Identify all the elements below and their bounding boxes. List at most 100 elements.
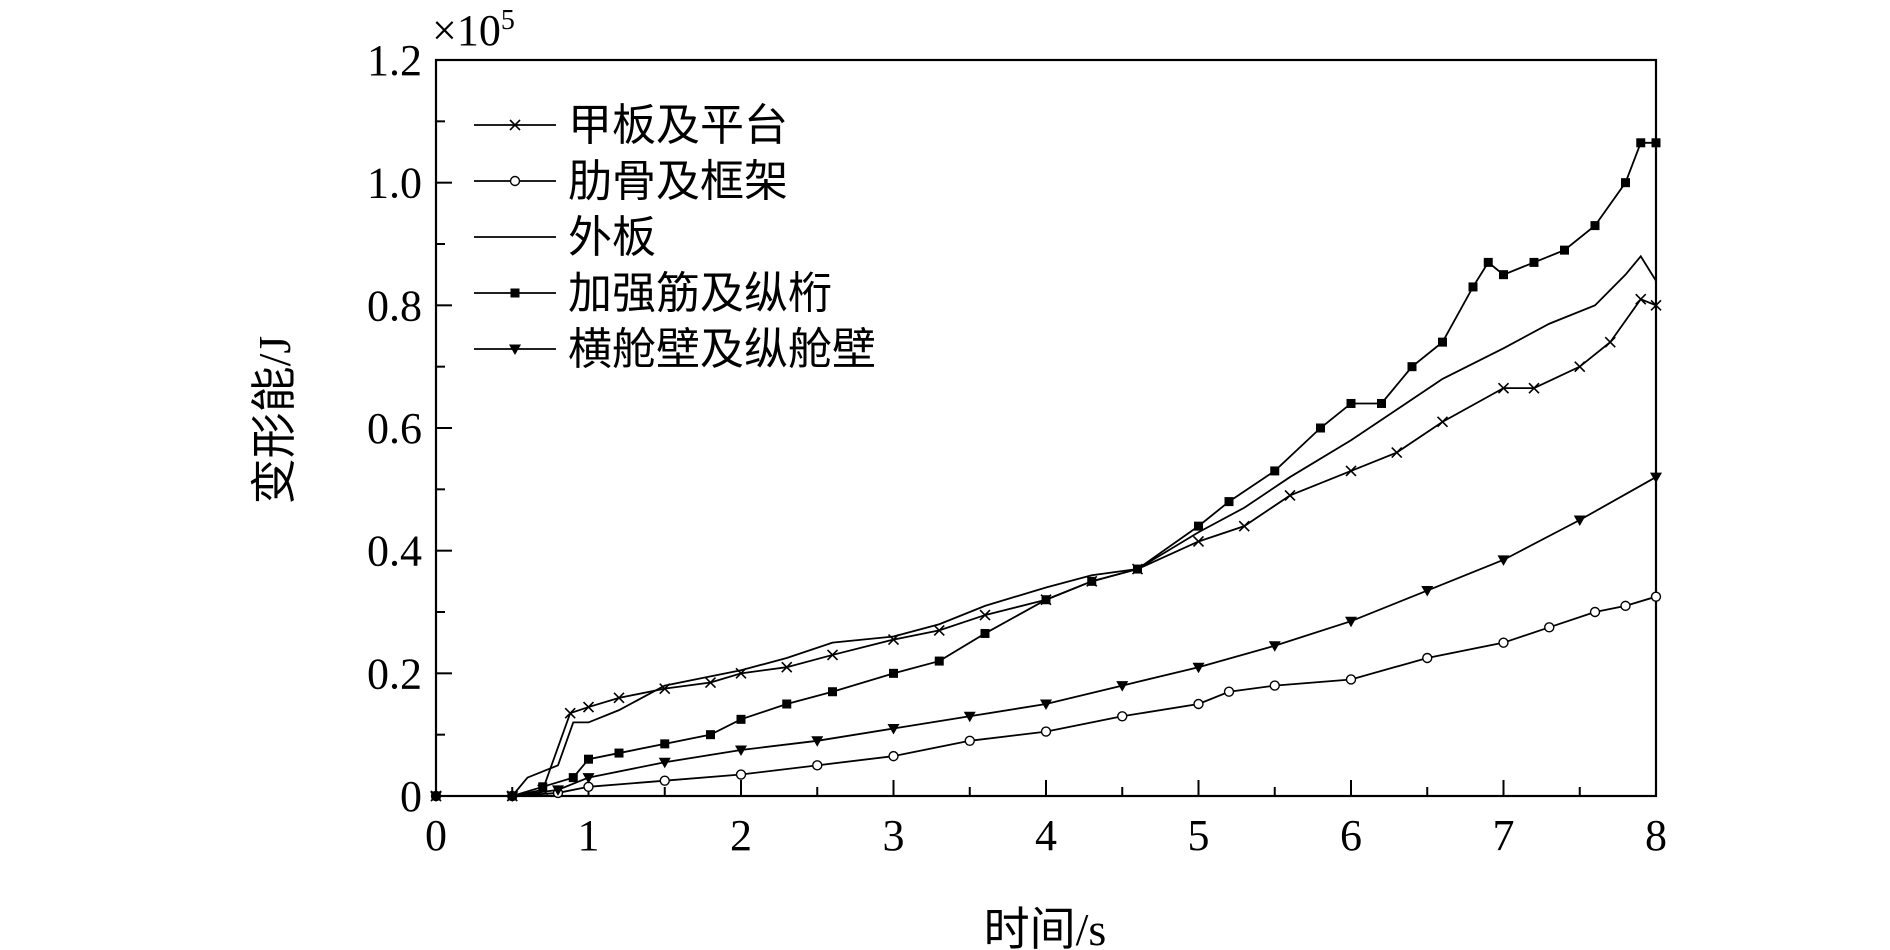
x-tick-label: 4 (1035, 811, 1057, 860)
data-point (1604, 336, 1616, 348)
data-point (887, 724, 900, 735)
data-point (564, 707, 576, 719)
data-point (888, 750, 899, 762)
data-point (658, 757, 671, 769)
data-point (1192, 535, 1205, 548)
data-point (1270, 466, 1280, 476)
data-point (430, 791, 442, 802)
data-point (1651, 138, 1661, 148)
y-tick-label: 0 (400, 772, 422, 821)
data-point (1544, 622, 1555, 633)
data-point (660, 739, 670, 749)
data-point (1528, 382, 1540, 394)
data-point (1650, 591, 1662, 602)
data-point (1040, 726, 1052, 737)
x-tick-label: 8 (1645, 811, 1667, 860)
data-point (706, 730, 715, 740)
data-point (1498, 637, 1509, 648)
legend-item: 加强筋及纵桁 (474, 268, 832, 319)
data-point (1133, 564, 1142, 574)
data-point (1346, 398, 1356, 408)
data-point (736, 714, 746, 724)
data-point (1377, 398, 1386, 408)
data-point (934, 656, 944, 666)
x-tick-label: 6 (1340, 811, 1362, 860)
data-point (1438, 337, 1447, 347)
y-multiplier-label: ×105 (432, 5, 515, 55)
x-tick-label: 2 (730, 811, 752, 860)
data-point (613, 692, 625, 704)
data-point (1573, 515, 1586, 526)
data-point (1529, 257, 1539, 267)
series-5 (430, 472, 1662, 802)
data-point (1193, 698, 1204, 710)
data-point (964, 735, 975, 746)
data-point (1224, 497, 1234, 507)
data-point (583, 781, 594, 792)
y-axis-title: 变形能/J (249, 336, 300, 505)
data-point (1590, 221, 1600, 231)
series-layer (430, 138, 1662, 802)
data-point (933, 624, 945, 636)
data-point (584, 754, 593, 764)
y-tick-label: 0.2 (367, 649, 422, 698)
data-point (979, 609, 991, 621)
data-point (1497, 555, 1510, 566)
data-point (1269, 680, 1280, 691)
data-point (963, 711, 976, 723)
series-line (436, 476, 1657, 797)
data-point (889, 668, 898, 678)
legend-marker (509, 344, 521, 355)
data-point (1560, 245, 1569, 255)
data-point (1650, 299, 1662, 311)
data-point (811, 736, 824, 747)
x-tick-label: 7 (1493, 811, 1515, 860)
series-line (436, 141, 1656, 797)
y-tick-label: 0.6 (367, 404, 422, 453)
data-point (614, 748, 624, 758)
data-point (1621, 178, 1630, 188)
data-point (1391, 446, 1403, 459)
data-point (568, 773, 578, 783)
data-point (1116, 681, 1129, 692)
y-tick-label: 0.8 (367, 281, 422, 330)
legend-item: 外板 (474, 212, 656, 263)
y-multiplier-base: ×10 (432, 6, 501, 55)
x-axis: 0 1 2 3 4 5 6 7 8 (425, 780, 1667, 860)
data-point (1422, 652, 1433, 664)
series-2 (430, 591, 1662, 802)
legend-item: 横舱壁及纵舱壁 (474, 324, 876, 375)
data-point (552, 785, 564, 796)
legend-label: 甲板及平台 (568, 100, 788, 151)
legend-marker (509, 175, 521, 187)
x-tick-label: 1 (578, 811, 600, 860)
data-point (735, 769, 747, 780)
data-point (1589, 606, 1601, 618)
data-point (1436, 416, 1449, 428)
data-point (1407, 362, 1417, 372)
data-point (1040, 699, 1052, 710)
data-point (826, 649, 839, 661)
data-point (781, 661, 793, 673)
data-point (1041, 595, 1051, 605)
x-axis-title: 时间/s (984, 904, 1107, 950)
data-point (1345, 465, 1357, 477)
data-point (1421, 586, 1434, 597)
data-point (538, 782, 548, 792)
data-point (1117, 711, 1128, 722)
legend-item: 肋骨及框架 (474, 156, 788, 207)
data-point (704, 676, 717, 689)
legend-label: 外板 (568, 212, 656, 263)
x-tick-label: 3 (883, 811, 905, 860)
legend-marker (509, 119, 521, 131)
series-3 (436, 254, 1657, 797)
series-line (436, 595, 1657, 797)
data-point (1284, 489, 1296, 502)
data-point (1345, 616, 1357, 628)
data-point (1650, 472, 1662, 484)
legend-label: 加强筋及纵桁 (568, 268, 832, 319)
data-point (1468, 282, 1478, 292)
data-point (782, 699, 792, 709)
data-point (582, 773, 595, 784)
